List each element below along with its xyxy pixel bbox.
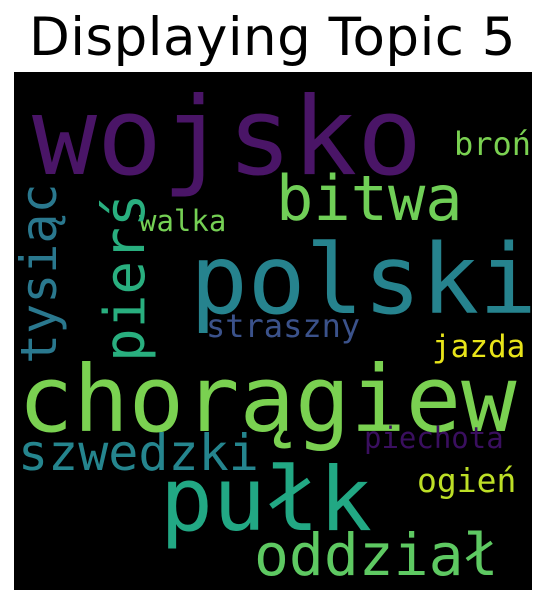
word-piechota: piechota: [364, 421, 504, 455]
word-cloud: wojsko broń bitwa walka tysiąc pierś pol…: [14, 72, 532, 590]
word-oddzial: oddział: [254, 521, 499, 589]
page-title: Displaying Topic 5: [28, 7, 517, 68]
word-piers: pierś: [93, 193, 158, 362]
word-walka: walka: [139, 204, 227, 238]
word-straszny: straszny: [206, 307, 361, 345]
word-pulk: pułk: [160, 448, 372, 551]
word-bron: broń: [454, 125, 532, 163]
word-polski: polski: [190, 224, 532, 336]
word-bitwa: bitwa: [276, 162, 463, 235]
word-wojsko: wojsko: [32, 75, 423, 200]
word-szwedzki: szwedzki: [18, 424, 259, 482]
word-ogien: ogień: [417, 461, 517, 500]
word-choragiew: chorągiew: [18, 346, 517, 453]
word-jazda: jazda: [432, 329, 526, 365]
word-tysiac: tysiąc: [14, 183, 68, 364]
